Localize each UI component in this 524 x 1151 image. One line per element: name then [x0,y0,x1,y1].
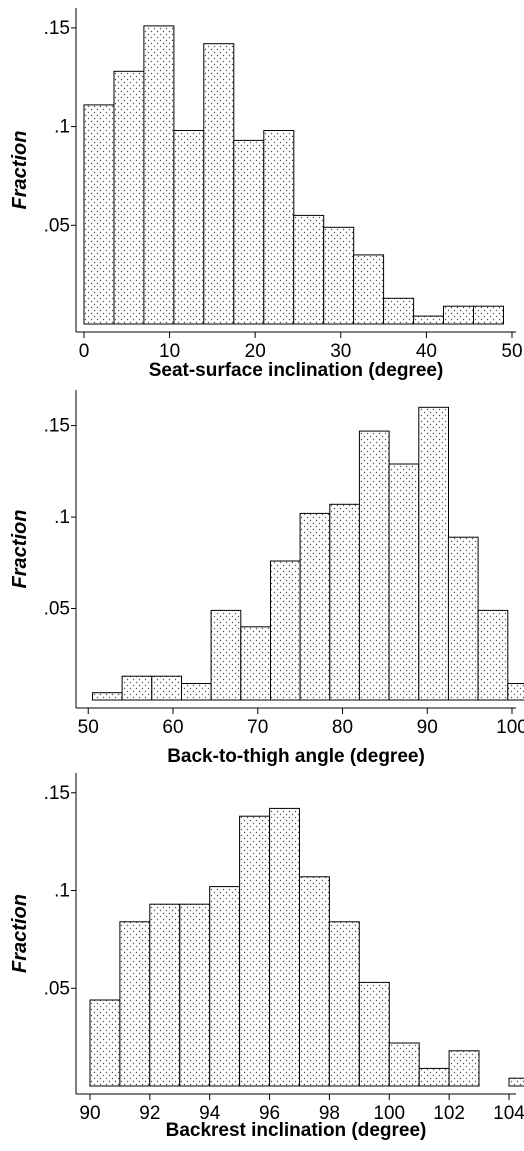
histogram-bar [240,626,272,701]
x-tick-label: 30 [330,341,351,362]
x-tick-label: 50 [501,341,522,362]
x-tick-label: 94 [199,1103,221,1124]
x-tick-label: 100 [496,717,524,738]
histogram-bar [328,921,360,1087]
histogram-bar [448,1050,480,1087]
histogram-bar [209,886,241,1087]
x-tick-label: 0 [79,341,90,362]
x-tick-label: 50 [78,717,99,738]
histogram-bar [293,214,325,325]
histogram-bar [143,25,175,325]
y-tick-label: .1 [54,881,70,902]
x-tick-label: 90 [79,1103,100,1124]
y-tick-label: .15 [44,18,70,39]
histogram-bar [173,130,205,325]
histogram-bar [119,921,151,1087]
histogram-bar [447,536,479,701]
y-tick-label: .15 [44,783,70,804]
x-tick-label: 102 [433,1103,465,1124]
histogram-bar [508,1077,524,1087]
y-axis-label: Fraction [9,894,31,973]
histogram-bar [151,675,183,701]
x-tick-label: 92 [139,1103,160,1124]
histogram-bar [203,43,235,325]
x-axis-label: Back-to-thigh angle (degree) [167,746,425,767]
histogram-2: .05 .1 .15 50 60 70 80 90 100 Back-to-thigh angle… [9,390,524,767]
histogram-3: .05 .1 .15 90 92 94 96 98 100 102 104 Backrest incl… [9,773,524,1141]
histogram-bar [239,815,271,1087]
x-tick-label: 70 [247,717,268,738]
histogram-bar [358,981,390,1087]
histogram-bar [299,512,331,701]
histogram-bar [477,609,509,701]
histogram-bar [89,999,121,1087]
y-axis-label: Fraction [9,510,31,589]
histogram-bar [113,70,145,325]
y-axis-label: Fraction [9,131,31,210]
x-tick-label: 80 [332,717,353,738]
histogram-bar [210,609,242,701]
y-tick-label: .1 [54,507,70,528]
histogram-bar [383,297,415,325]
histogram-bar [418,406,449,701]
histogram-bar [418,1067,450,1087]
histogram-bar [413,315,445,325]
x-tick-label: 104 [493,1103,524,1124]
histogram-1: .05 .1 .15 0 10 20 30 40 50 Seat-surface inclinat… [9,8,523,381]
histogram-bar [353,254,385,325]
x-tick-label: 10 [159,341,180,362]
histogram-bar [323,226,355,325]
histogram-bar [181,683,212,701]
y-tick-label: .1 [54,117,70,138]
histogram-bar [329,503,360,701]
histogram-bar [92,692,123,701]
y-tick-label: .05 [44,599,70,620]
x-axis-label: Seat-surface inclination (degree) [149,360,444,381]
x-tick-label: 40 [416,341,437,362]
histogram-bar [179,903,211,1087]
histogram-bar [507,683,524,701]
histogram-bar [233,139,265,325]
histogram-bar [270,560,301,701]
histogram-bar [149,903,181,1087]
x-tick-label: 100 [373,1103,405,1124]
y-tick-label: .15 [44,416,70,437]
y-tick-label: .05 [44,215,70,236]
histogram-bar [388,463,420,701]
x-tick-label: 20 [245,341,266,362]
histogram-bar [299,876,330,1087]
histogram-bar [269,807,301,1087]
histogram-bar [263,130,295,325]
x-axis-label: Backrest inclination (degree) [166,1120,427,1141]
histogram-bar [443,305,474,325]
x-tick-label: 96 [259,1103,280,1124]
x-tick-label: 60 [162,717,183,738]
histogram-bar [83,104,115,325]
y-tick-label: .05 [44,978,70,999]
histogram-bar [388,1042,420,1087]
histogram-bar [358,430,390,701]
x-tick-label: 90 [417,717,438,738]
histogram-bar [473,305,504,325]
x-tick-label: 98 [319,1103,340,1124]
histogram-bar [121,675,153,701]
